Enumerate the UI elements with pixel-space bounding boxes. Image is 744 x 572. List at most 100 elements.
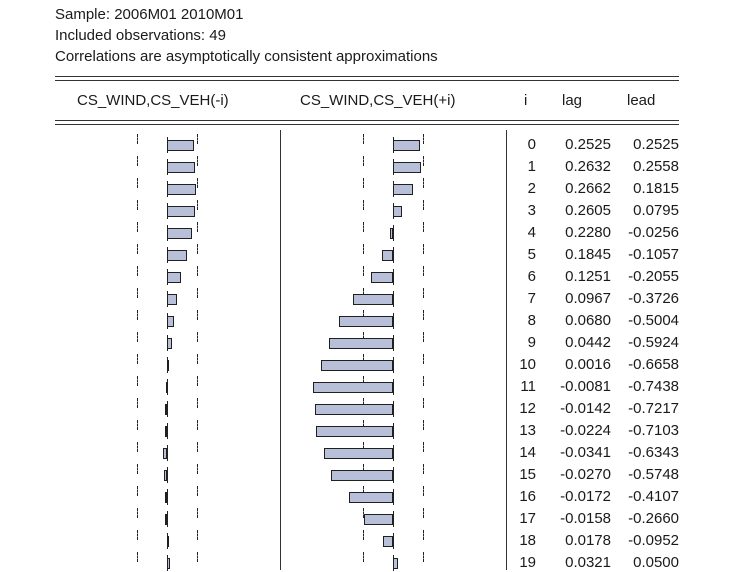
row-index: 15 xyxy=(519,466,536,483)
row-index: 2 xyxy=(527,180,536,197)
lag-lower-band xyxy=(137,398,138,408)
lag-bar-16 xyxy=(165,491,168,503)
lag-lower-band xyxy=(137,332,138,342)
lag-upper-band xyxy=(197,178,198,188)
lag-lower-band xyxy=(137,200,138,210)
lag-lower-band xyxy=(137,508,138,518)
lead-lower-band xyxy=(363,530,364,540)
lag-upper-band xyxy=(197,200,198,210)
row-index: 17 xyxy=(519,510,536,527)
lag-bar-13 xyxy=(164,425,167,437)
lag-bar-19 xyxy=(167,557,171,569)
lag-upper-band xyxy=(197,134,198,144)
lead-bar-1 xyxy=(393,161,421,173)
lead-upper-band xyxy=(423,442,424,452)
row-lag-value: -0.0142 xyxy=(560,400,611,417)
lag-bar-7 xyxy=(167,293,178,305)
lead-zero-line xyxy=(393,313,394,329)
row-lag-value: -0.0081 xyxy=(560,378,611,395)
lag-upper-band xyxy=(197,266,198,276)
row-lead-value: -0.7103 xyxy=(628,422,679,439)
lag-upper-band xyxy=(197,508,198,518)
row-lead-value: 0.0500 xyxy=(633,554,679,571)
row-index: 4 xyxy=(527,224,536,241)
table-divider xyxy=(506,130,507,570)
lead-zero-line xyxy=(393,401,394,417)
lag-bar-8 xyxy=(167,315,175,327)
row-index: 14 xyxy=(519,444,536,461)
lead-bar-13 xyxy=(316,425,393,437)
row-lag-value: 0.2605 xyxy=(565,202,611,219)
row-lead-value: 0.2525 xyxy=(633,136,679,153)
row-index: 0 xyxy=(527,136,536,153)
lead-bar-6 xyxy=(370,271,393,283)
lead-lower-band xyxy=(363,420,364,430)
lead-zero-line xyxy=(393,467,394,483)
row-lag-value: -0.0270 xyxy=(560,466,611,483)
lag-lower-band xyxy=(137,486,138,496)
row-lead-value: 0.0795 xyxy=(633,202,679,219)
lag-bar-6 xyxy=(167,271,181,283)
lead-bar-5 xyxy=(381,249,393,261)
lead-bar-16 xyxy=(348,491,393,503)
row-index: 6 xyxy=(527,268,536,285)
lag-lower-band xyxy=(137,354,138,364)
lead-upper-band xyxy=(423,332,424,342)
observations-line: Included observations: 49 xyxy=(55,27,226,44)
lag-zero-line xyxy=(167,467,168,483)
row-index: 8 xyxy=(527,312,536,329)
lead-zero-line xyxy=(393,335,394,351)
lag-lower-band xyxy=(137,266,138,276)
lag-zero-line xyxy=(167,511,168,527)
lead-upper-band xyxy=(423,530,424,540)
lead-column-header: lead xyxy=(627,92,656,109)
row-lag-value: 0.0680 xyxy=(565,312,611,329)
row-lead-value: -0.1057 xyxy=(628,246,679,263)
lead-upper-band xyxy=(423,134,424,144)
row-lag-value: -0.0172 xyxy=(560,488,611,505)
lead-bar-19 xyxy=(393,557,399,569)
lead-upper-band xyxy=(423,486,424,496)
lag-zero-line xyxy=(167,445,168,461)
row-lag-value: -0.0224 xyxy=(560,422,611,439)
lag-lower-band xyxy=(137,310,138,320)
lag-panel-header: CS_WIND,CS_VEH(-i) xyxy=(77,92,229,109)
row-lead-value: -0.2055 xyxy=(628,268,679,285)
lead-bar-17 xyxy=(364,513,393,525)
lead-upper-band xyxy=(423,266,424,276)
lag-lower-band xyxy=(137,530,138,540)
lead-lower-band xyxy=(363,486,364,496)
lead-zero-line xyxy=(393,511,394,527)
lag-bar-18 xyxy=(167,535,169,547)
lead-lower-band xyxy=(363,134,364,144)
lead-upper-band xyxy=(423,420,424,430)
lag-bar-11 xyxy=(166,381,168,393)
lag-upper-band xyxy=(197,244,198,254)
lead-lower-band xyxy=(363,266,364,276)
lag-upper-band xyxy=(197,222,198,232)
lead-lower-band xyxy=(363,222,364,232)
lead-upper-band xyxy=(423,398,424,408)
header-rule xyxy=(55,120,679,121)
lead-bar-4 xyxy=(390,227,393,239)
row-lead-value: -0.0952 xyxy=(628,532,679,549)
row-lag-value: 0.1845 xyxy=(565,246,611,263)
lag-upper-band xyxy=(197,332,198,342)
row-index: 3 xyxy=(527,202,536,219)
note-line: Correlations are asymptotically consiste… xyxy=(55,48,438,65)
lag-bar-3 xyxy=(167,205,196,217)
lead-lower-band xyxy=(363,398,364,408)
lead-bar-14 xyxy=(324,447,393,459)
i-column-header: i xyxy=(524,92,528,109)
lead-bar-12 xyxy=(315,403,393,415)
row-index: 7 xyxy=(527,290,536,307)
row-lag-value: 0.2632 xyxy=(565,158,611,175)
lag-upper-band xyxy=(197,464,198,474)
lead-upper-band xyxy=(423,244,424,254)
lead-zero-line xyxy=(393,489,394,505)
lag-upper-band xyxy=(197,376,198,386)
lag-lower-band xyxy=(137,222,138,232)
lead-bar-18 xyxy=(382,535,393,547)
